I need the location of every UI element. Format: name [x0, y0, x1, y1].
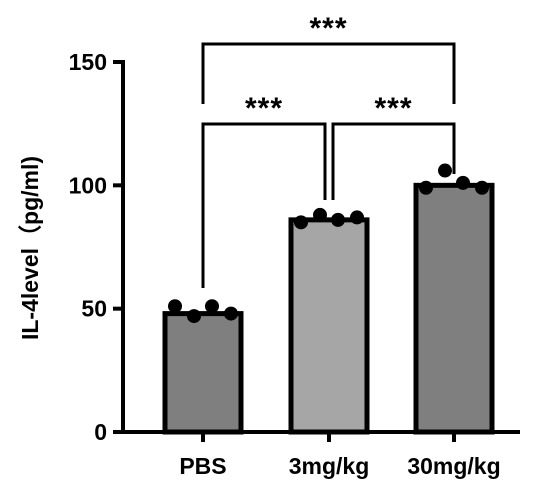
data-point [224, 306, 238, 321]
data-point [438, 163, 452, 178]
data-point [350, 210, 364, 225]
x-tick-label: 3mg/kg [289, 453, 370, 479]
significance-brackets: *** *** *** [201, 12, 456, 288]
significance-bracket [201, 122, 327, 288]
y-ticks: 0 50 100 150 [69, 49, 123, 445]
significance-bracket [331, 122, 456, 200]
bar-0 [162, 311, 244, 435]
x-ticks: PBS 3mg/kg 30mg/kg [179, 432, 501, 479]
x-tick-label: PBS [179, 453, 226, 479]
y-tick-label: 0 [94, 419, 107, 445]
data-point [187, 309, 201, 324]
significance-label: *** [374, 92, 412, 125]
y-axis-label: IL-4level（pg/ml) [17, 156, 43, 340]
y-tick-label: 100 [69, 172, 107, 198]
data-point [168, 299, 182, 314]
data-point [475, 180, 489, 195]
data-point [331, 212, 345, 227]
significance-bracket [201, 42, 456, 104]
bars [162, 182, 495, 435]
data-point [456, 175, 470, 190]
x-tick-label: 30mg/kg [407, 453, 500, 479]
bar-1 [288, 217, 370, 435]
significance-label: *** [309, 12, 347, 45]
bar-2 [413, 182, 495, 435]
data-point [294, 215, 308, 230]
data-points [168, 163, 489, 324]
y-tick-label: 150 [69, 49, 107, 75]
data-point [419, 180, 433, 195]
data-point [205, 299, 219, 314]
data-point [313, 207, 327, 222]
significance-label: *** [245, 92, 283, 125]
y-tick-label: 50 [81, 296, 107, 322]
